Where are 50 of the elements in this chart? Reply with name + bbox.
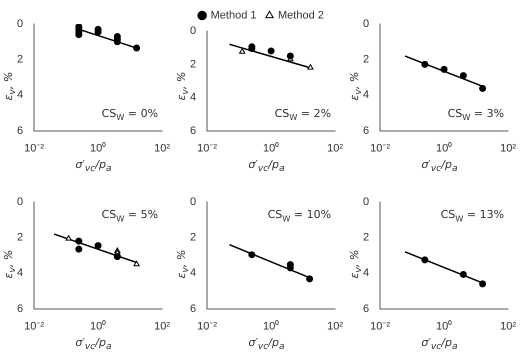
y-tick-label: 4 bbox=[190, 267, 196, 280]
x-tick-label: 10⁻² bbox=[197, 142, 218, 154]
y-tick-label: 6 bbox=[190, 302, 196, 315]
x-tick-label: 10⁰ bbox=[90, 319, 106, 332]
x-tick-label: 10⁰ bbox=[262, 141, 280, 154]
x-axis-title: σ′$_{vc}$/p$_{a}$ bbox=[247, 158, 286, 174]
x-tick-label: 10² bbox=[154, 142, 170, 154]
x-tick-label: 10⁰ bbox=[436, 141, 452, 154]
x-tick-label: 10⁰ bbox=[436, 319, 452, 332]
y-tick-label: 0 bbox=[362, 18, 370, 30]
y-tick-label: 4 bbox=[362, 267, 370, 280]
y-tick-label: 2 bbox=[362, 232, 370, 244]
x-tick-label: 10⁻² bbox=[370, 320, 390, 332]
y-tick-label: 4 bbox=[16, 267, 24, 280]
y-tick-label: 2 bbox=[190, 232, 196, 244]
y-tick-label: 2 bbox=[16, 232, 24, 244]
x-axis-title: σ′$_{vc}$/p$_{a}$ bbox=[420, 336, 459, 352]
y-tick-label: 6 bbox=[16, 124, 24, 137]
y-tick-label: 4 bbox=[190, 92, 196, 104]
y-tick-label: 0 bbox=[16, 18, 24, 30]
x-tick-label: 10⁻² bbox=[24, 320, 44, 332]
x-tick-label: 10⁰ bbox=[90, 141, 106, 154]
x-axis-title: σ′$_{vc}$/p$_{a}$ bbox=[420, 158, 459, 174]
x-tick-label: 10⁻² bbox=[197, 320, 218, 332]
x-tick-label: 10² bbox=[500, 142, 516, 154]
x-tick-label: 10⁻² bbox=[24, 142, 44, 154]
y-tick-label: 4 bbox=[362, 89, 370, 102]
y-tick-label: 2 bbox=[190, 58, 196, 70]
x-tick-label: 10² bbox=[327, 320, 344, 332]
x-tick-label: 10⁰ bbox=[262, 319, 280, 332]
y-tick-label: 0 bbox=[190, 25, 196, 38]
x-tick-label: 10² bbox=[327, 142, 344, 154]
y-tick-label: 4 bbox=[16, 89, 24, 102]
x-tick-label: 10² bbox=[154, 320, 170, 332]
y-tick-label: 6 bbox=[362, 124, 370, 137]
x-axis-title: σ′$_{vc}$/p$_{a}$ bbox=[74, 336, 113, 352]
x-axis-title: σ′$_{vc}$/p$_{a}$ bbox=[247, 336, 286, 352]
y-tick-label: 0 bbox=[362, 196, 370, 208]
x-tick-label: 10⁻² bbox=[370, 142, 390, 154]
y-tick-label: 6 bbox=[190, 124, 196, 137]
x-axis-title: σ′$_{vc}$/p$_{a}$ bbox=[74, 158, 113, 174]
x-tick-label: 10² bbox=[500, 320, 516, 332]
y-tick-label: 2 bbox=[16, 54, 24, 66]
y-tick-label: 6 bbox=[362, 302, 370, 315]
legend-label: Method 1 bbox=[210, 10, 257, 22]
y-tick-label: 2 bbox=[362, 54, 370, 66]
y-tick-label: 0 bbox=[190, 196, 196, 208]
y-tick-label: 6 bbox=[16, 302, 24, 315]
y-tick-label: 0 bbox=[16, 196, 24, 208]
legend-label: Method 2 bbox=[278, 10, 324, 22]
